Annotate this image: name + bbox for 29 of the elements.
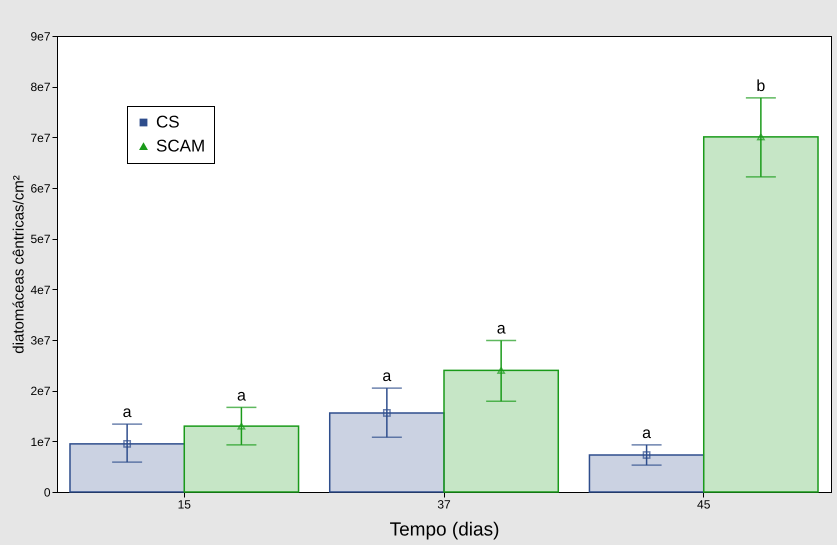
data-label: a (382, 368, 392, 386)
y-tick-label: 6e7 (30, 182, 51, 196)
data-label: a (236, 387, 246, 404)
y-tick-label: 3e7 (30, 334, 51, 348)
y-axis-title: diatomáceas cêntricas/cm² (10, 175, 28, 354)
x-tick-label: 15 (178, 498, 192, 512)
x-axis-title: Tempo (dias) (390, 520, 500, 540)
bar (184, 425, 300, 493)
legend-label: CS (156, 112, 180, 132)
x-tick-label: 45 (697, 498, 711, 512)
data-label: a (122, 404, 132, 422)
x-tick-label: 37 (437, 498, 451, 512)
y-tick-label: 4e7 (30, 282, 51, 297)
data-label: a (496, 320, 506, 338)
bar (69, 443, 186, 493)
bar (443, 370, 560, 493)
y-tick-label: 0 (44, 486, 51, 500)
y-tick-label: 7e7 (30, 130, 51, 145)
y-tick-label: 8e7 (30, 80, 51, 94)
y-tick-label: 2e7 (30, 384, 51, 398)
data-label: b (756, 78, 766, 95)
y-tick-label: 5e7 (30, 232, 51, 246)
bar (588, 454, 704, 493)
bar (328, 412, 445, 493)
bar (702, 136, 819, 493)
data-label: a (642, 424, 652, 442)
y-tick-label: 1e7 (30, 434, 51, 449)
y-tick-label: 9e7 (30, 30, 51, 44)
legend-label: SCAM (156, 136, 206, 156)
